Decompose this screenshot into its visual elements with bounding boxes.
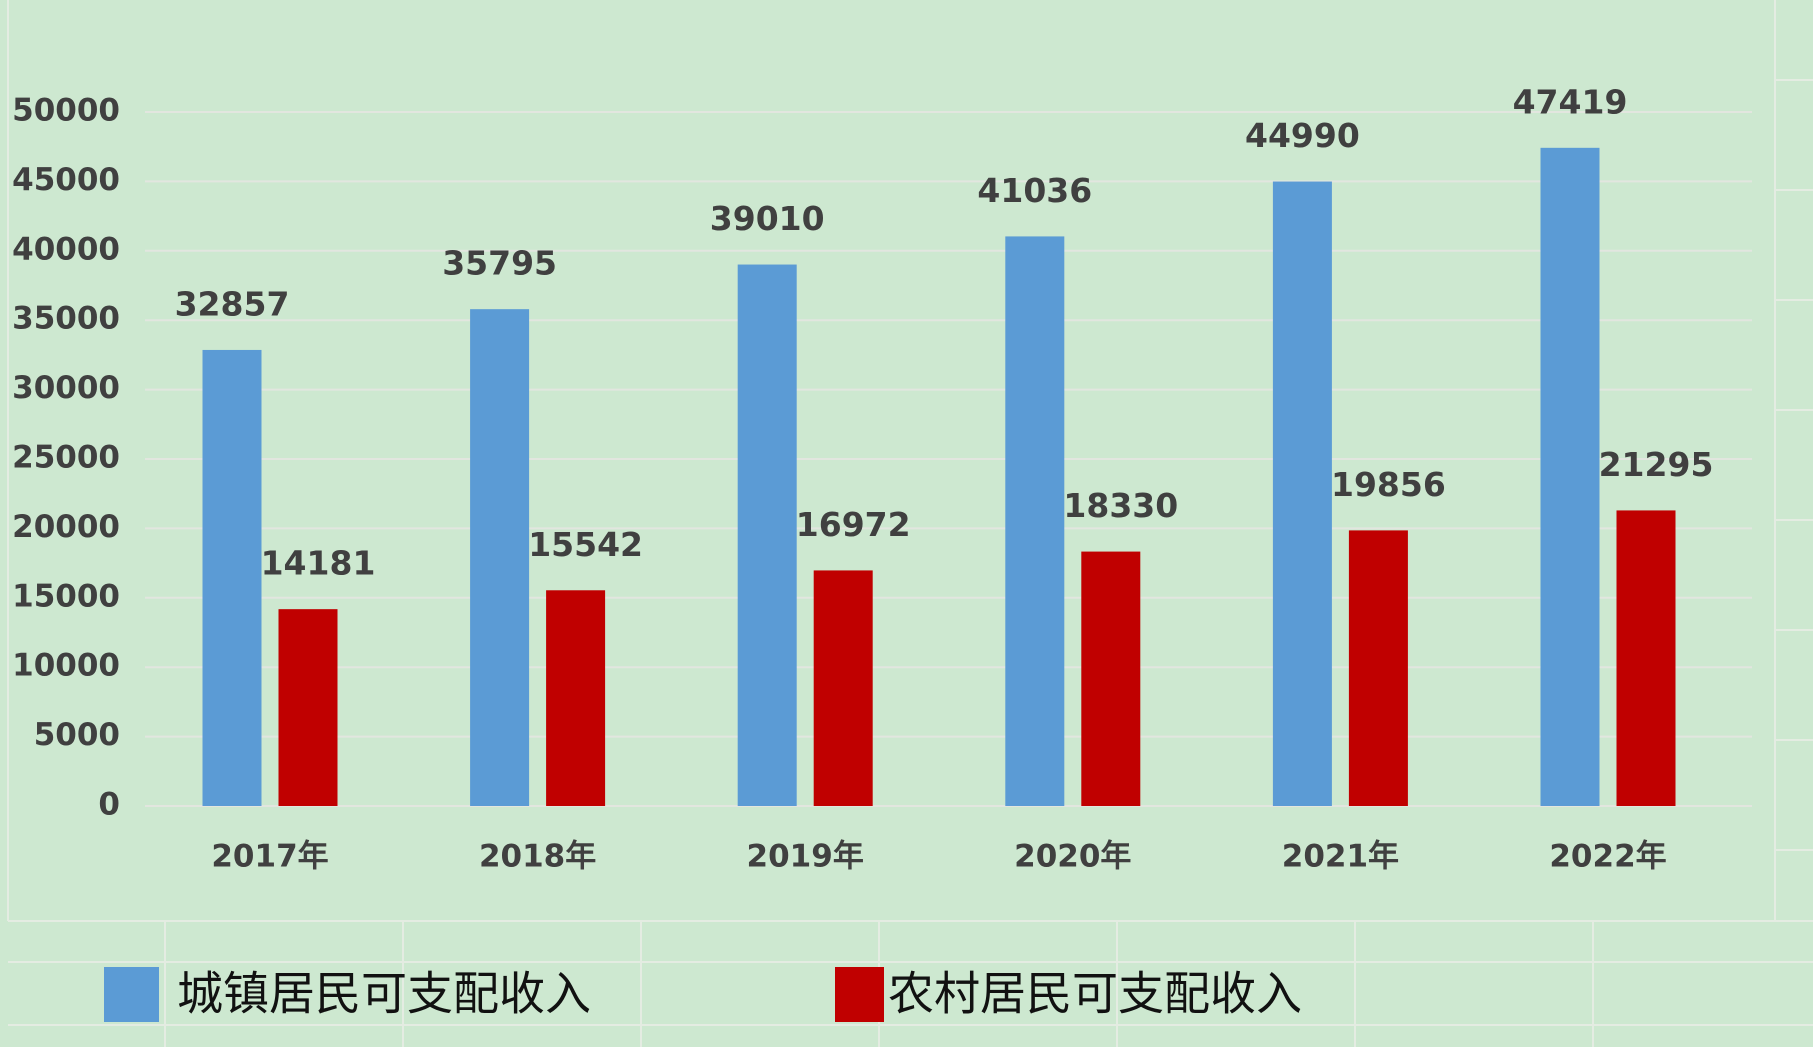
y-tick-label: 25000 — [12, 440, 120, 476]
bar — [202, 349, 262, 806]
bar — [1272, 181, 1332, 806]
bar — [546, 590, 606, 806]
legend-swatch — [104, 967, 159, 1022]
x-tick-label: 2019年 — [747, 839, 864, 875]
value-label: 44990 — [1245, 116, 1360, 155]
value-label: 47419 — [1513, 82, 1628, 121]
value-label: 14181 — [261, 544, 376, 583]
y-tick-label: 15000 — [12, 578, 120, 614]
value-label: 41036 — [977, 171, 1092, 210]
value-label: 15542 — [528, 525, 643, 564]
value-label: 18330 — [1063, 486, 1178, 525]
y-tick-label: 50000 — [12, 93, 120, 129]
bar — [1540, 147, 1600, 806]
bar — [278, 609, 338, 806]
y-tick-label: 45000 — [12, 162, 120, 198]
value-label: 35795 — [442, 244, 557, 283]
bar — [1081, 551, 1141, 806]
legend-swatch — [835, 967, 884, 1022]
legend-label: 农村居民可支配收入 — [888, 967, 1302, 1021]
x-tick-label: 2020年 — [1014, 839, 1131, 875]
bar — [737, 264, 797, 806]
x-tick-label: 2017年 — [211, 839, 328, 875]
bar — [813, 570, 873, 806]
value-label: 16972 — [796, 505, 911, 544]
value-label: 32857 — [175, 284, 290, 323]
x-tick-label: 2018年 — [479, 839, 596, 875]
x-tick-label: 2022年 — [1549, 839, 1666, 875]
sheet-cells — [8, 0, 1813, 1047]
y-tick-label: 30000 — [12, 370, 120, 406]
y-tick-label: 10000 — [12, 648, 120, 684]
bar — [1616, 510, 1676, 806]
bar — [1005, 236, 1065, 807]
y-tick-label: 0 — [98, 787, 120, 823]
bar — [470, 309, 530, 806]
value-label: 19856 — [1331, 465, 1446, 504]
legend-label: 城镇居民可支配收入 — [177, 967, 591, 1021]
y-tick-label: 40000 — [12, 231, 120, 267]
value-label: 39010 — [710, 199, 825, 238]
x-tick-label: 2021年 — [1282, 839, 1399, 875]
bar — [1348, 530, 1408, 806]
y-tick-label: 20000 — [12, 509, 120, 545]
value-label: 21295 — [1599, 445, 1714, 484]
y-tick-label: 5000 — [34, 717, 120, 753]
y-tick-label: 35000 — [12, 301, 120, 337]
